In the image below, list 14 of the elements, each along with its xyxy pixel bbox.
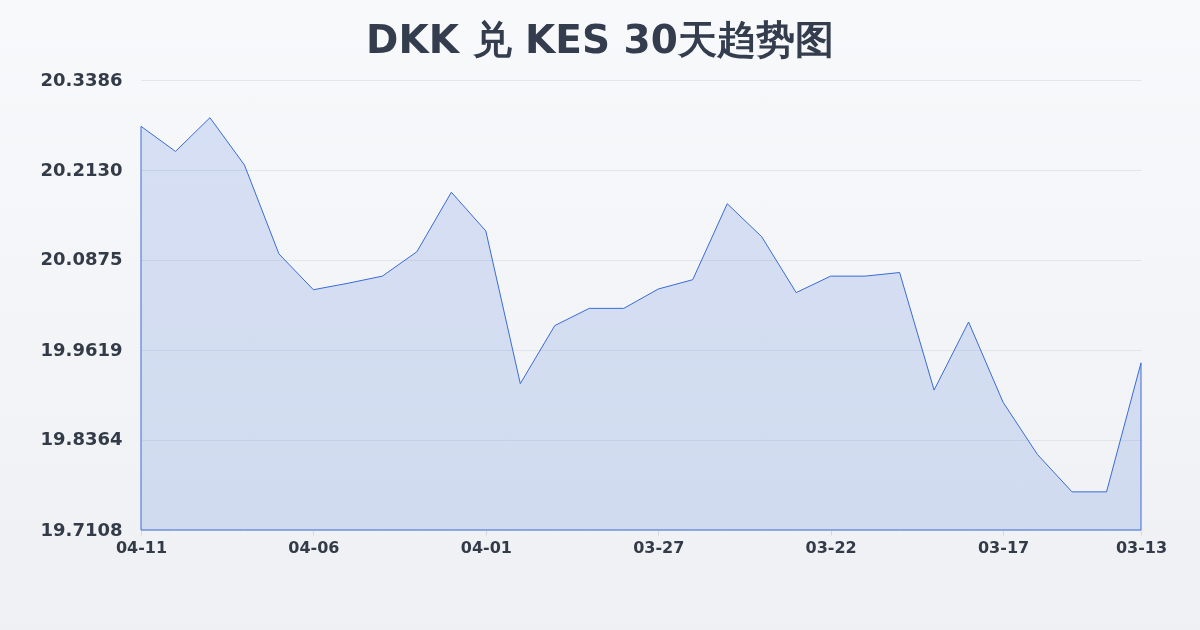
x-tick-label: 03-13 (1115, 537, 1168, 557)
x-tick-label: 03-22 (805, 537, 857, 557)
y-tick-label: 20.2130 (40, 158, 123, 180)
y-tick-label: 19.8364 (40, 428, 123, 450)
x-tick-label: 04-06 (288, 537, 340, 557)
chart-title: DKK 兑 KES 30天趋势图 (366, 17, 834, 62)
y-tick-label: 19.7108 (40, 518, 123, 540)
x-tick-label: 04-11 (115, 537, 168, 557)
y-tick-label: 19.9619 (40, 338, 123, 360)
x-tick-label: 04-01 (460, 537, 512, 557)
y-tick-label: 20.3386 (40, 68, 123, 90)
x-tick-label: 03-27 (633, 537, 685, 557)
x-tick-label: 03-17 (977, 537, 1030, 557)
y-tick-label: 20.0875 (40, 248, 123, 270)
